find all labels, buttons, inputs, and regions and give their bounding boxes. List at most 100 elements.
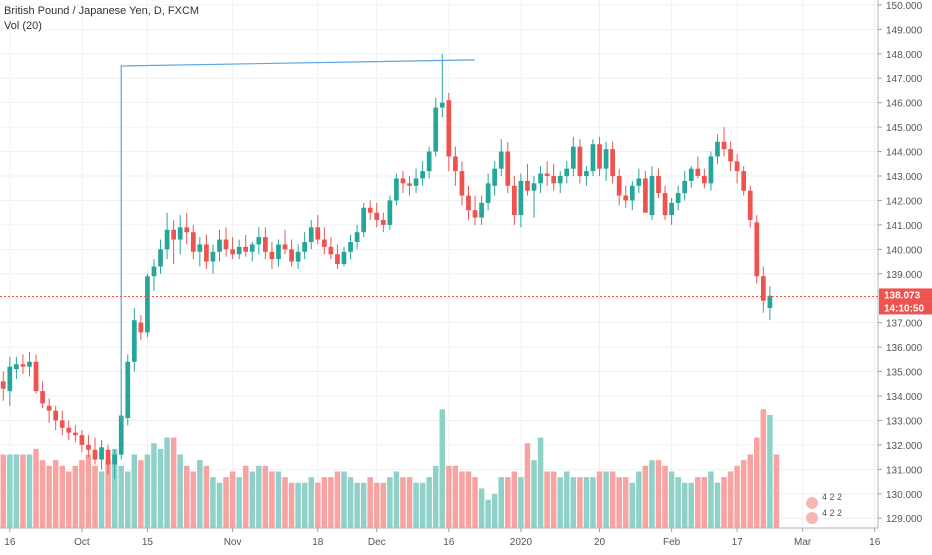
candle-body[interactable] xyxy=(321,239,327,247)
candle-body[interactable] xyxy=(53,410,59,421)
candle-body[interactable] xyxy=(557,176,563,184)
candle-body[interactable] xyxy=(361,207,367,233)
candle-body[interactable] xyxy=(682,180,688,194)
candle-body[interactable] xyxy=(138,322,144,333)
candle-body[interactable] xyxy=(636,178,642,186)
candle-body[interactable] xyxy=(105,449,111,465)
candle-body[interactable] xyxy=(570,146,576,169)
candle-body[interactable] xyxy=(656,176,661,194)
candle-body[interactable] xyxy=(328,246,334,255)
candle-body[interactable] xyxy=(413,178,419,186)
candle-body[interactable] xyxy=(426,151,432,172)
candle-body[interactable] xyxy=(59,420,65,428)
candle-body[interactable] xyxy=(564,168,570,176)
candle-body[interactable] xyxy=(767,295,773,308)
candle-body[interactable] xyxy=(374,212,380,220)
candle-body[interactable] xyxy=(446,100,452,157)
candle-body[interactable] xyxy=(407,183,412,186)
candle-body[interactable] xyxy=(335,254,340,264)
candle-body[interactable] xyxy=(151,266,157,277)
candle-body[interactable] xyxy=(289,249,294,262)
candle-body[interactable] xyxy=(92,449,98,460)
candle-body[interactable] xyxy=(498,151,504,169)
candle-body[interactable] xyxy=(741,171,747,191)
candle-body[interactable] xyxy=(479,202,484,218)
candle-body[interactable] xyxy=(230,249,235,255)
candle-body[interactable] xyxy=(367,207,373,213)
candle-body[interactable] xyxy=(747,190,753,220)
candle-body[interactable] xyxy=(629,185,635,201)
candle-body[interactable] xyxy=(577,146,583,176)
candle-body[interactable] xyxy=(721,141,727,150)
candle-body[interactable] xyxy=(190,232,196,252)
candle-body[interactable] xyxy=(217,239,222,252)
candle-body[interactable] xyxy=(40,391,45,404)
candle-body[interactable] xyxy=(525,180,530,191)
candle-body[interactable] xyxy=(675,193,681,203)
candle-body[interactable] xyxy=(616,176,622,196)
candle-body[interactable] xyxy=(662,193,668,216)
candle-body[interactable] xyxy=(728,149,733,162)
candle-body[interactable] xyxy=(177,227,183,240)
candle-body[interactable] xyxy=(249,244,255,252)
candle-body[interactable] xyxy=(760,276,766,301)
candle-body[interactable] xyxy=(236,246,242,255)
trendline-drawing[interactable] xyxy=(120,59,476,421)
candle-body[interactable] xyxy=(302,242,308,252)
candle-body[interactable] xyxy=(0,381,6,389)
candle-body[interactable] xyxy=(485,183,491,203)
candle-body[interactable] xyxy=(184,227,190,233)
candle-body[interactable] xyxy=(590,144,596,172)
candle-body[interactable] xyxy=(623,195,629,201)
candle-body[interactable] xyxy=(125,361,131,418)
candle-body[interactable] xyxy=(276,244,281,260)
candle-body[interactable] xyxy=(354,232,360,242)
candle-body[interactable] xyxy=(341,251,347,264)
candle-body[interactable] xyxy=(439,102,445,108)
candle-body[interactable] xyxy=(204,244,209,262)
candle-body[interactable] xyxy=(518,180,524,216)
candle-body[interactable] xyxy=(531,183,537,191)
candle-body[interactable] xyxy=(72,432,78,436)
candle-body[interactable] xyxy=(263,237,268,252)
candle-body[interactable] xyxy=(420,171,425,179)
candle-body[interactable] xyxy=(269,251,275,260)
candle-body[interactable] xyxy=(210,251,216,262)
candle-body[interactable] xyxy=(387,200,393,225)
candle-body[interactable] xyxy=(46,405,52,411)
candle-body[interactable] xyxy=(433,107,439,152)
candle-body[interactable] xyxy=(20,364,26,367)
candle-body[interactable] xyxy=(256,237,262,245)
candle-body[interactable] xyxy=(118,415,124,455)
candle-body[interactable] xyxy=(734,161,740,172)
candle-body[interactable] xyxy=(27,361,32,367)
candle-body[interactable] xyxy=(459,171,465,196)
candle-body[interactable] xyxy=(171,229,176,240)
candle-body[interactable] xyxy=(348,242,353,252)
candle-body[interactable] xyxy=(79,435,85,445)
candle-body[interactable] xyxy=(584,171,589,176)
candle-body[interactable] xyxy=(708,156,714,184)
candle-body[interactable] xyxy=(492,168,498,186)
candle-body[interactable] xyxy=(551,176,557,184)
candle-body[interactable] xyxy=(308,227,314,242)
candle-body[interactable] xyxy=(610,149,615,176)
candle-body[interactable] xyxy=(380,220,386,225)
candle-body[interactable] xyxy=(544,173,550,176)
candle-body[interactable] xyxy=(505,151,511,186)
candle-body[interactable] xyxy=(669,202,674,216)
candle-body[interactable] xyxy=(538,173,543,184)
candle-body[interactable] xyxy=(315,227,321,240)
candle-body[interactable] xyxy=(112,454,118,465)
candle-body[interactable] xyxy=(394,178,399,201)
candle-body[interactable] xyxy=(164,229,170,250)
candle-body[interactable] xyxy=(282,244,288,250)
candle-body[interactable] xyxy=(295,251,301,262)
candle-body[interactable] xyxy=(14,364,19,370)
candle-body[interactable] xyxy=(66,427,72,433)
candle-body[interactable] xyxy=(131,320,137,362)
candle-body[interactable] xyxy=(400,178,406,184)
candle-body[interactable] xyxy=(243,246,249,252)
candle-body[interactable] xyxy=(754,222,760,277)
